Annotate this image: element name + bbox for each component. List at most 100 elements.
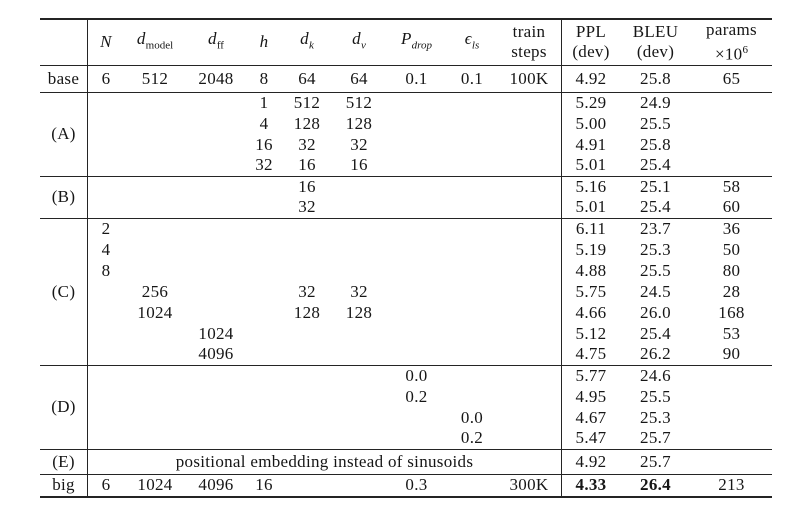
cell-bleu: 25.3	[640, 239, 671, 259]
table-row: (E) positional embedding instead of sinus…	[40, 449, 772, 475]
cell-n	[88, 134, 125, 155]
cell-params: 53	[722, 323, 741, 343]
cell-ppl: 4.95	[575, 386, 607, 406]
header-ppl: PPL (dev)	[561, 19, 620, 66]
header-d_ff: dff	[186, 19, 246, 66]
cell-d_ff	[186, 428, 246, 450]
header-bleu: BLEU (dev)	[620, 19, 691, 66]
cell-h	[246, 407, 282, 428]
cell-n	[88, 407, 125, 428]
cell-n	[88, 281, 125, 302]
cell-bleu: 25.5	[640, 386, 671, 406]
table-row: 0.0 4.67 25.3	[40, 407, 772, 429]
cell-bleu: 24.6	[640, 365, 671, 385]
cell-d_k: 128	[293, 113, 321, 133]
cell-p_drop	[386, 134, 447, 155]
header-eps_ls: ϵls	[447, 19, 497, 66]
cell-eps_ls: 0.1	[447, 65, 497, 93]
table-row: (A) 1 512 512 5.29 24.9	[40, 92, 772, 177]
cell-p_drop: 0.3	[386, 474, 447, 498]
cell-ppl: 5.01	[561, 155, 620, 177]
cell-ppl: 4.75	[561, 344, 620, 366]
cell-train_steps	[497, 323, 562, 345]
cell-d_k	[282, 239, 332, 260]
cell-d_ff: 2048	[186, 65, 246, 93]
cell-d_v	[332, 407, 386, 428]
cell-train_steps	[497, 365, 562, 387]
cell-p_drop: 0.2	[405, 386, 428, 406]
cell-eps_ls: 0.0	[460, 407, 484, 427]
cell-d_ff	[186, 176, 246, 197]
cell-d_v	[332, 344, 386, 366]
cell-ppl: 4.66	[575, 302, 607, 322]
cell-d_model: 512	[124, 65, 186, 93]
cell-bleu: 25.8	[620, 65, 691, 93]
cell-n	[88, 365, 125, 386]
cell-d_v: 128	[345, 113, 373, 133]
cell-n	[87, 197, 124, 219]
cell-params: 65	[691, 65, 772, 93]
cell-d_k: 16	[298, 176, 316, 196]
cell-params	[691, 155, 772, 177]
cell-n	[88, 386, 125, 407]
cell-eps_ls	[447, 92, 497, 113]
cell-train_steps	[497, 218, 562, 240]
cell-eps_ls	[447, 134, 497, 155]
cell-bleu: 25.1	[640, 176, 671, 196]
cell-ppl: 5.16	[575, 176, 607, 196]
cell-h	[246, 281, 282, 302]
cell-train_steps	[497, 134, 562, 156]
cell-d_v	[332, 365, 386, 386]
cell-train_steps	[497, 302, 562, 324]
cell-p_drop	[386, 302, 447, 323]
cell-d_ff	[186, 92, 246, 113]
cell-d_k: 512	[293, 92, 321, 112]
header-label	[40, 19, 88, 66]
cell-d_model: 1024	[124, 474, 186, 498]
cell-params	[691, 449, 772, 475]
table-row: 32 5.01 25.4 60	[40, 197, 772, 219]
cell-d_model	[124, 92, 186, 113]
cell-n	[88, 323, 125, 344]
header-d_k: dk	[282, 19, 332, 66]
cell-params: 58	[722, 176, 741, 196]
cell-ppl: 4.33	[561, 474, 620, 498]
table-row: 256 32 32 5.75 24.5 28	[40, 281, 772, 303]
cell-p_drop	[386, 113, 447, 134]
cell-ppl: 4.92	[561, 449, 620, 475]
cell-bleu: 25.5	[640, 113, 671, 133]
cell-bleu: 25.4	[620, 197, 691, 219]
cell-d_model	[124, 113, 186, 134]
cell-d_ff	[186, 218, 246, 239]
cell-n	[87, 155, 124, 177]
cell-h	[246, 323, 282, 344]
cell-p_drop	[386, 197, 447, 219]
row-group-label: (A)	[40, 92, 88, 177]
table-row: 4 5.19 25.3 50	[40, 239, 772, 261]
cell-eps_ls	[447, 365, 497, 386]
row-group-label: base	[40, 65, 88, 93]
cell-train_steps	[497, 155, 562, 177]
cell-p_drop	[386, 344, 447, 366]
cell-ppl: 4.67	[575, 407, 607, 427]
cell-d_model	[124, 386, 186, 407]
cell-p_drop	[386, 155, 447, 177]
cell-d_v	[332, 197, 386, 219]
cell-ppl: 5.01	[561, 197, 620, 219]
cell-d_v: 32	[350, 281, 368, 301]
cell-params	[691, 134, 772, 155]
table-row: 1024 5.12 25.4 53	[40, 323, 772, 345]
cell-d_ff	[186, 197, 246, 219]
cell-d_model	[124, 428, 186, 450]
cell-params	[691, 386, 772, 407]
cell-params	[691, 407, 772, 428]
cell-d_model	[124, 365, 186, 386]
cell-p_drop	[386, 428, 447, 450]
cell-d_v: 64	[332, 65, 386, 93]
cell-ppl: 4.92	[561, 65, 620, 93]
cell-bleu: 26.0	[640, 302, 671, 322]
cell-d_model: 256	[141, 281, 169, 301]
cell-train_steps	[497, 386, 562, 408]
